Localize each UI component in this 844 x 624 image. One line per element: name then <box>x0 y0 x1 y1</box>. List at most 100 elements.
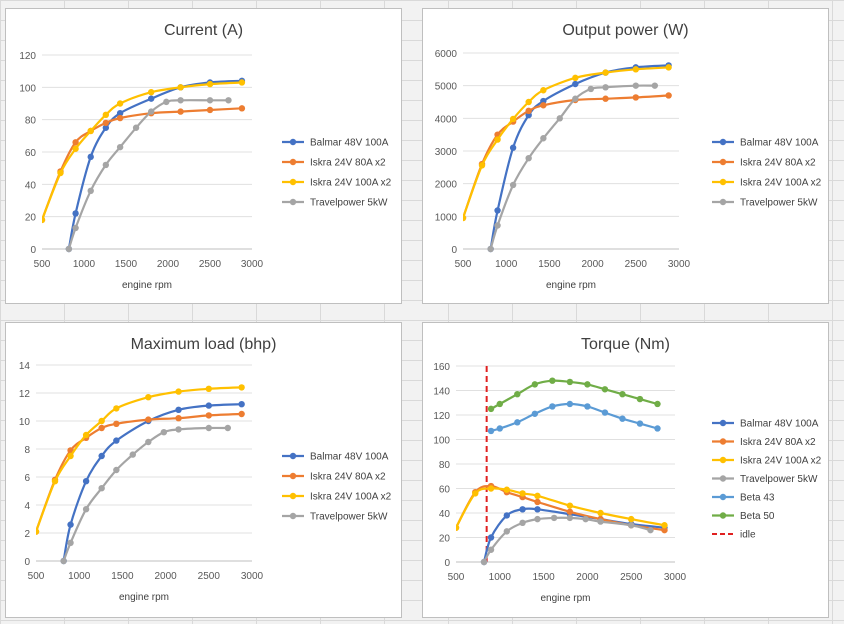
data-point <box>514 419 521 426</box>
series-line <box>489 84 655 250</box>
data-point <box>116 143 124 151</box>
x-axis-label: engine rpm <box>540 593 590 604</box>
y-tick-label: 80 <box>439 460 451 471</box>
data-point <box>42 216 46 224</box>
plot-area <box>463 62 672 253</box>
legend-label: Balmar 48V 100A <box>740 138 819 149</box>
data-point <box>534 515 541 523</box>
series-line <box>490 402 658 432</box>
legend-label: Balmar 48V 100A <box>740 419 819 430</box>
y-tick-label: 40 <box>25 180 37 191</box>
legend-swatch-marker <box>719 198 727 206</box>
data-point <box>175 406 182 413</box>
data-point <box>102 119 110 127</box>
data-point <box>82 506 90 513</box>
data-point <box>601 386 609 393</box>
data-point <box>102 124 110 131</box>
data-point <box>534 506 541 513</box>
data-point <box>665 64 672 71</box>
data-point <box>113 437 120 444</box>
x-tick-label: 1500 <box>115 259 138 270</box>
series-line <box>42 81 242 221</box>
data-point <box>72 224 79 232</box>
data-point <box>206 106 214 114</box>
series-line <box>67 99 229 250</box>
legend-swatch-marker <box>719 138 727 146</box>
legend-label: Travelpower 5kW <box>740 198 818 209</box>
data-point <box>531 410 539 417</box>
data-point <box>525 154 532 162</box>
y-tick-label: 4000 <box>435 114 458 125</box>
data-point <box>572 95 579 102</box>
data-point <box>494 222 501 229</box>
x-tick-label: 500 <box>455 259 472 270</box>
legend-label: Travelpower 5kW <box>740 474 818 485</box>
data-point <box>566 502 574 509</box>
data-point <box>177 84 184 91</box>
data-point <box>602 69 609 76</box>
chart-load-panel[interactable]: Maximum load (bhp) 0 2 4 6 8 10 12 14 500 1000 1500… <box>5 322 402 618</box>
legend-swatch-marker <box>289 472 297 480</box>
data-point <box>67 539 74 546</box>
data-point <box>503 486 511 493</box>
x-axis-label: engine rpm <box>122 280 172 291</box>
y-tick-label: 160 <box>433 362 450 373</box>
plot-area <box>36 384 245 565</box>
x-axis-label: engine rpm <box>546 280 596 291</box>
data-point <box>566 514 574 522</box>
data-point <box>456 524 460 531</box>
data-point <box>129 451 136 458</box>
y-tick-label: 40 <box>439 509 451 520</box>
legend-swatch-marker <box>719 438 727 445</box>
chart-current: Current (A) 0 20 40 60 80 100 120 500 1000 1500 200… <box>19 22 391 291</box>
series-line <box>463 66 669 219</box>
data-point <box>205 412 212 419</box>
y-tick-label: 6 <box>24 473 30 484</box>
data-point <box>654 425 661 432</box>
data-point <box>540 135 547 142</box>
plot-area <box>456 364 668 566</box>
data-point <box>238 79 246 86</box>
legend-label: Travelpower 5kW <box>310 198 388 209</box>
x-tick-label: 2500 <box>620 572 643 583</box>
data-point <box>65 245 73 253</box>
series-line <box>67 79 242 250</box>
legend-label: Iskra 24V 80A x2 <box>740 437 816 448</box>
legend-swatch-marker <box>719 456 727 464</box>
series-line <box>36 412 242 532</box>
data-point <box>67 521 74 528</box>
legend-label: Iskra 24V 80A x2 <box>310 158 386 169</box>
data-point <box>566 400 574 408</box>
y-tick-label: 2 <box>24 529 30 540</box>
legend-swatch-marker <box>719 512 727 519</box>
data-point <box>587 85 595 93</box>
data-point <box>496 400 503 408</box>
data-point <box>175 388 182 395</box>
data-point <box>205 424 212 432</box>
legend-label: Iskra 24V 100A x2 <box>740 456 822 467</box>
data-point <box>647 526 654 534</box>
x-tick-label: 2500 <box>625 259 648 270</box>
y-tick-label: 4 <box>24 501 30 512</box>
data-point <box>665 92 672 99</box>
data-point <box>487 534 495 541</box>
chart-title: Torque (Nm) <box>581 336 670 353</box>
data-point <box>602 95 609 102</box>
chart-torque-panel[interactable]: Torque (Nm) 0 20 40 60 80 100 120 140 160 500 1000 1… <box>422 322 829 618</box>
data-point <box>205 402 212 409</box>
chart-title: Current (A) <box>164 22 243 39</box>
data-point <box>238 105 246 112</box>
x-tick-label: 2500 <box>199 259 222 270</box>
x-tick-label: 2000 <box>576 572 599 583</box>
data-point <box>36 528 40 535</box>
legend-label: Iskra 24V 100A x2 <box>310 492 392 503</box>
data-point <box>60 557 67 565</box>
chart-power-panel[interactable]: Output power (W) 0 1000 2000 3000 4000 5000 600… <box>422 8 829 304</box>
legend-swatch-marker <box>719 158 727 166</box>
y-tick-label: 100 <box>433 436 450 447</box>
data-point <box>503 528 511 535</box>
data-point <box>619 390 626 398</box>
chart-current-panel[interactable]: Current (A) 0 20 40 60 80 100 120 500 1000 1500 200… <box>5 8 402 304</box>
data-point <box>113 466 120 474</box>
y-tick-label: 0 <box>24 557 30 568</box>
